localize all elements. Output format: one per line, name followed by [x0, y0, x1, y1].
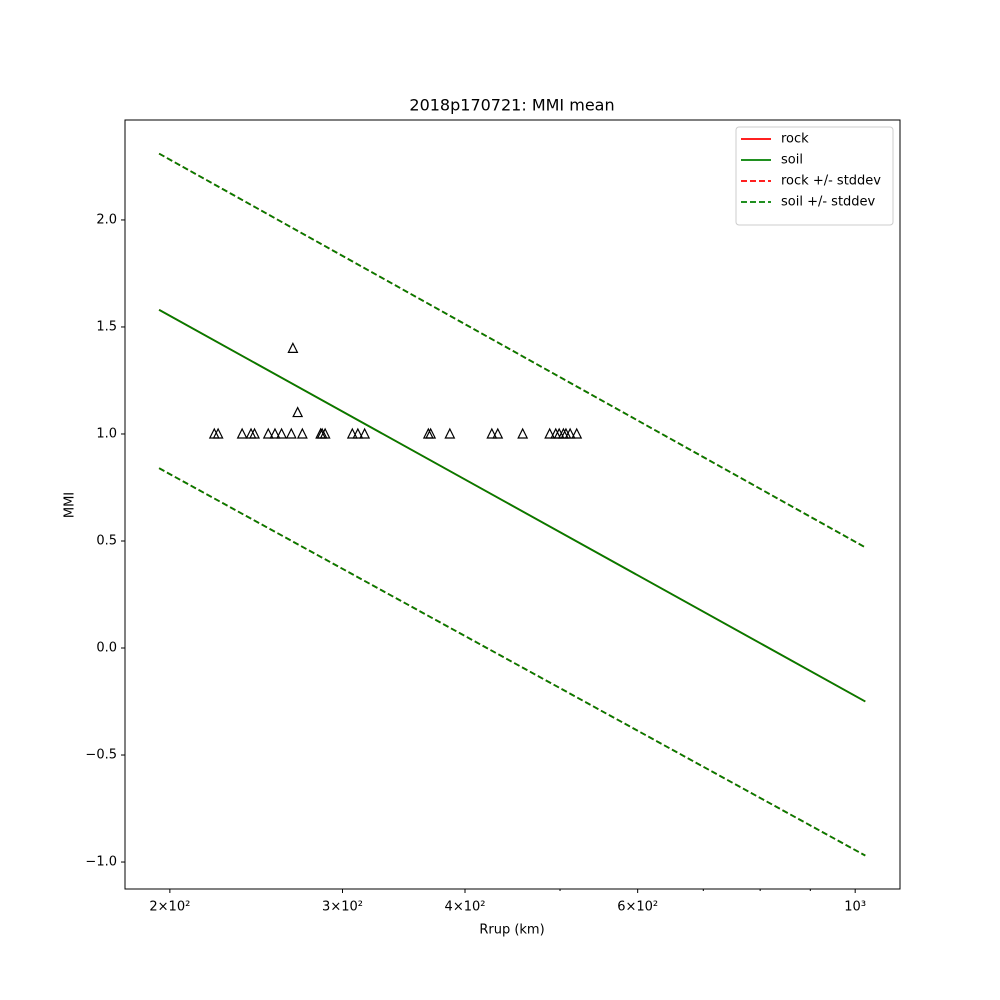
- x-tick-label: 2×10²: [149, 900, 190, 915]
- observation-marker: [564, 427, 576, 439]
- series-line: [158, 467, 866, 857]
- legend-label: rock: [781, 132, 809, 147]
- observation-marker: [425, 427, 437, 439]
- observation-marker: [249, 427, 261, 439]
- y-tick-label: 0.0: [96, 641, 117, 656]
- legend-box: [735, 126, 894, 226]
- observation-marker: [212, 427, 224, 439]
- y-tick-label: 0.5: [96, 533, 117, 548]
- observation-marker: [269, 427, 281, 439]
- y-tick-label: −0.5: [85, 748, 117, 763]
- observation-marker: [346, 427, 358, 439]
- x-tick-label: 3×10²: [322, 900, 363, 915]
- chart-title: 2018p170721: MMI mean: [409, 96, 614, 115]
- observation-marker: [276, 427, 288, 439]
- observation-marker: [571, 427, 583, 439]
- legend-label: soil: [781, 153, 803, 168]
- y-tick-label: 2.0: [96, 212, 117, 227]
- observation-marker: [236, 427, 248, 439]
- observation-marker: [359, 427, 371, 439]
- observation-marker: [544, 427, 556, 439]
- observation-marker: [492, 427, 504, 439]
- observation-marker: [486, 427, 498, 439]
- legend-label: soil +/- stddev: [781, 195, 876, 210]
- x-tick-label: 10³: [844, 900, 866, 915]
- y-tick-label: 1.5: [96, 319, 117, 334]
- x-tick-label: 6×10²: [617, 900, 658, 915]
- observation-marker: [517, 427, 529, 439]
- legend-label: rock +/- stddev: [781, 174, 881, 189]
- y-tick-label: −1.0: [85, 855, 117, 870]
- y-axis-label: MMI: [63, 492, 78, 518]
- observation-marker: [352, 427, 364, 439]
- observation-marker: [262, 427, 274, 439]
- observation-marker: [319, 427, 331, 439]
- observation-marker: [292, 406, 304, 418]
- observation-marker: [296, 427, 308, 439]
- series-line: [158, 309, 866, 703]
- y-tick-label: 1.0: [96, 426, 117, 441]
- observation-marker: [287, 342, 299, 353]
- observation-marker: [285, 427, 297, 439]
- x-tick-label: 4×10²: [445, 900, 486, 915]
- x-axis-label: Rrup (km): [479, 923, 544, 938]
- plot-frame: [124, 119, 901, 890]
- observation-marker: [444, 427, 456, 439]
